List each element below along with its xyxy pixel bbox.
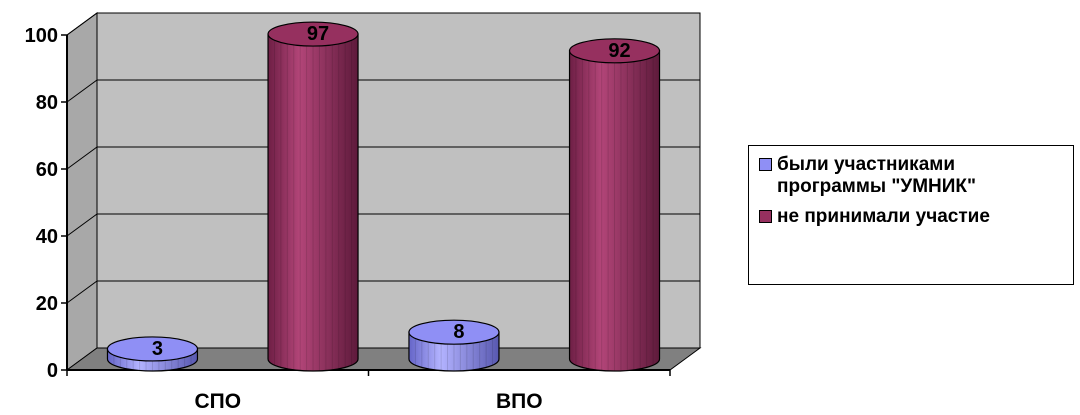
data-label: 97 bbox=[307, 23, 329, 45]
data-label: 8 bbox=[453, 321, 464, 343]
data-label: 3 bbox=[152, 338, 163, 360]
gridline-side bbox=[66, 146, 98, 170]
bar-1-0 bbox=[408, 319, 500, 372]
y-tick-label: 20 bbox=[36, 293, 58, 315]
gridline-side bbox=[66, 280, 98, 304]
bar-top bbox=[106, 336, 199, 362]
x-tick-label: ВПО bbox=[496, 390, 543, 410]
bar-1-1 bbox=[568, 38, 661, 372]
bar-body bbox=[267, 33, 359, 372]
legend-label-nonparticipants: не принимали участие bbox=[777, 206, 990, 227]
chart-legend: были участниками программы "УМНИК" не пр… bbox=[748, 145, 1074, 285]
bar-0-0 bbox=[106, 336, 199, 372]
data-label: 92 bbox=[608, 40, 630, 62]
y-tick-label: 80 bbox=[36, 92, 58, 114]
y-tick-label: 40 bbox=[36, 226, 58, 248]
gridline-side bbox=[66, 79, 98, 103]
bar-body bbox=[568, 50, 661, 372]
y-tick-label: 0 bbox=[47, 360, 58, 382]
legend-item-participants: были участниками программы "УМНИК" bbox=[759, 154, 1067, 198]
gridline-side bbox=[66, 12, 98, 36]
bar-top bbox=[408, 319, 500, 345]
gridline-side bbox=[66, 213, 98, 237]
chart-side-wall bbox=[66, 12, 98, 371]
legend-label-participants: были участниками программы "УМНИК" bbox=[777, 154, 977, 197]
x-tick-label: СПО bbox=[194, 390, 241, 410]
y-tick-label: 100 bbox=[25, 25, 58, 47]
y-tick-label: 60 bbox=[36, 159, 58, 181]
legend-swatch-nonparticipants bbox=[759, 210, 772, 223]
legend-swatch-participants bbox=[759, 158, 772, 171]
bar-top bbox=[568, 38, 661, 64]
bar-0-1 bbox=[267, 21, 359, 372]
legend-item-nonparticipants: не принимали участие bbox=[759, 206, 1067, 228]
bar-top bbox=[267, 21, 359, 47]
